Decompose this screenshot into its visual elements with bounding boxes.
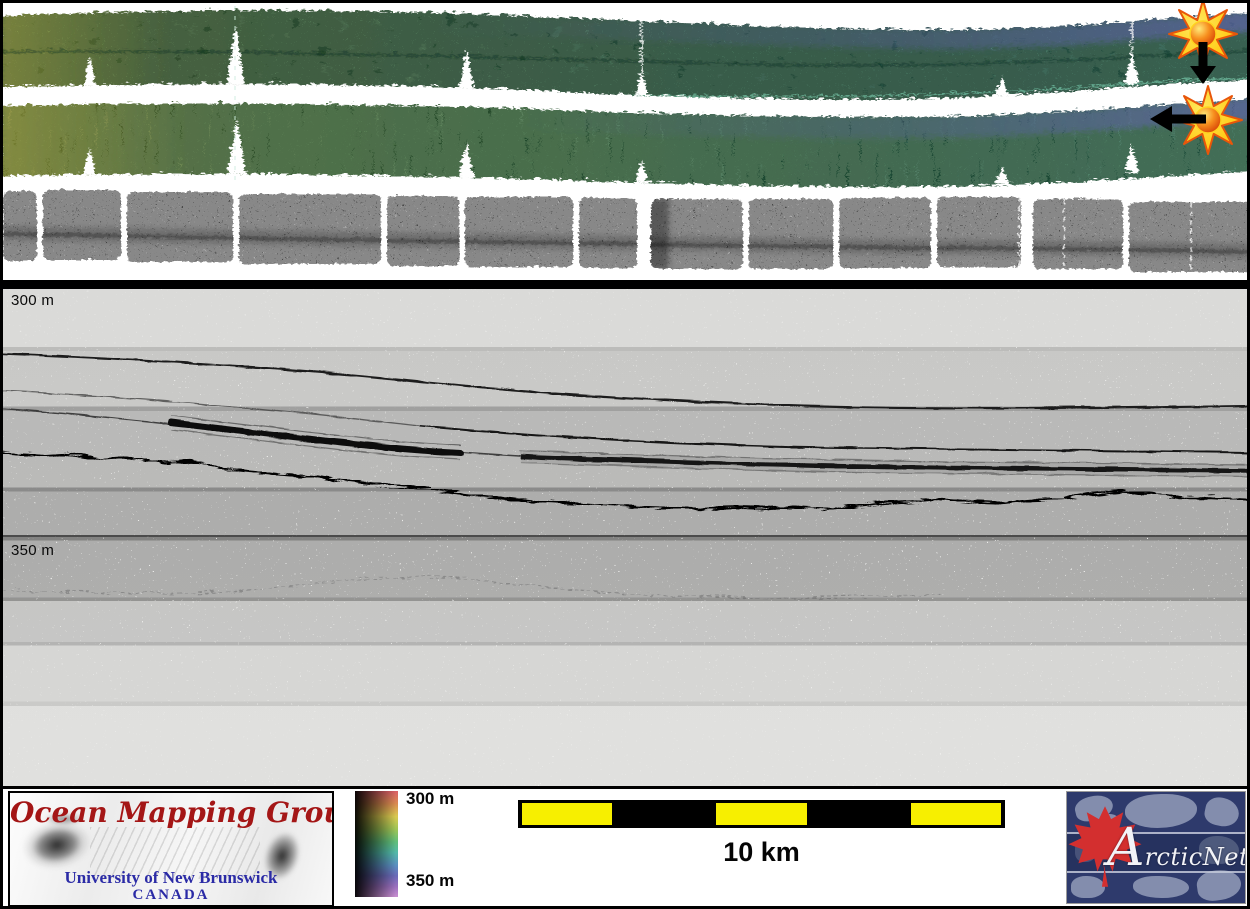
subbottom-reflector-1	[0, 389, 1250, 453]
figure-border	[0, 906, 1250, 909]
ocean-mapping-group-logo: Ocean Mapping Group University of New Br…	[8, 791, 334, 907]
omg-logo-title: Ocean Mapping Group	[10, 796, 334, 829]
bathymetry-swath-east-lit	[0, 97, 1250, 186]
scale-bar-label: 10 km	[723, 837, 800, 867]
subbottom-profile-panel	[0, 289, 1250, 786]
scale-bar-segment	[911, 803, 1001, 825]
rough-basal-reflector	[0, 449, 1250, 509]
arcticnet-logo: A rcticNet	[1066, 791, 1246, 904]
figure-border	[0, 0, 3, 909]
omg-logo-country: CANADA	[132, 887, 210, 903]
band-line	[1067, 871, 1245, 873]
arctic-map-shape	[1133, 876, 1189, 898]
arrow-down-icon	[1190, 42, 1216, 84]
band-line	[1067, 832, 1245, 834]
figure-border	[1247, 0, 1250, 909]
panel-divider	[0, 280, 1250, 289]
maple-leaf-icon	[1068, 806, 1142, 887]
seafloor-reflector	[0, 351, 1250, 409]
colorbar-label-300m: 300 m	[406, 789, 455, 808]
arctic-map-shape	[1125, 794, 1197, 828]
seabed-feature-image	[44, 813, 84, 825]
depth-color-scale	[355, 791, 398, 897]
omg-logo-university: University of New Brunswick	[64, 868, 278, 887]
arrow-left-icon	[1150, 106, 1206, 132]
seabed-texture	[90, 827, 260, 879]
figure-border	[0, 0, 1250, 3]
depth-label-300m: 300 m	[11, 292, 55, 309]
arcticnet-initial: A	[1107, 818, 1145, 878]
backscatter-swath	[2, 189, 1250, 271]
scale-bar-segment	[522, 803, 612, 825]
colorbar-label-350m: 350 m	[406, 871, 455, 890]
sun-illumination-north-icon	[1163, 0, 1241, 95]
legend-bar-divider	[0, 786, 1250, 789]
depth-label-350m: 350 m	[11, 542, 55, 559]
sun-illumination-east-icon	[1146, 82, 1248, 163]
scale-bar-segment	[716, 803, 807, 825]
subbottom-reflector-2	[0, 407, 1250, 477]
arcticnet-rest: rcticNet	[1144, 843, 1246, 871]
arctic-map-shape	[1199, 836, 1239, 864]
arcticnet-wordmark: A rcticNet	[1107, 818, 1246, 878]
bathymetry-swath-north-lit	[0, 8, 1250, 98]
arctic-map-shape	[1071, 876, 1105, 898]
scale-bar	[518, 800, 1005, 828]
sonar-swath-panel	[0, 6, 1250, 271]
